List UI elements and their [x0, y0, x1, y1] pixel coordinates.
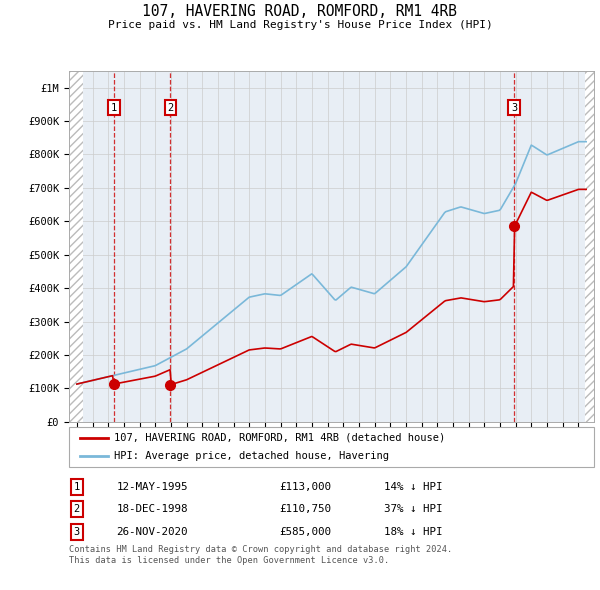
Text: £110,750: £110,750 [279, 504, 331, 514]
Text: 18% ↓ HPI: 18% ↓ HPI [384, 527, 443, 537]
Text: 3: 3 [511, 103, 517, 113]
Text: 12-MAY-1995: 12-MAY-1995 [116, 482, 188, 492]
Text: 18-DEC-1998: 18-DEC-1998 [116, 504, 188, 514]
Text: 107, HAVERING ROAD, ROMFORD, RM1 4RB: 107, HAVERING ROAD, ROMFORD, RM1 4RB [143, 4, 458, 19]
Text: 1: 1 [74, 482, 80, 492]
Text: 2: 2 [74, 504, 80, 514]
FancyBboxPatch shape [69, 427, 594, 467]
Text: 37% ↓ HPI: 37% ↓ HPI [384, 504, 443, 514]
Text: £585,000: £585,000 [279, 527, 331, 537]
Text: 14% ↓ HPI: 14% ↓ HPI [384, 482, 443, 492]
Text: 1: 1 [110, 103, 117, 113]
Text: 26-NOV-2020: 26-NOV-2020 [116, 527, 188, 537]
Text: 3: 3 [74, 527, 80, 537]
Text: £113,000: £113,000 [279, 482, 331, 492]
Text: Price paid vs. HM Land Registry's House Price Index (HPI): Price paid vs. HM Land Registry's House … [107, 20, 493, 30]
Text: Contains HM Land Registry data © Crown copyright and database right 2024.
This d: Contains HM Land Registry data © Crown c… [69, 545, 452, 565]
Text: 107, HAVERING ROAD, ROMFORD, RM1 4RB (detached house): 107, HAVERING ROAD, ROMFORD, RM1 4RB (de… [113, 433, 445, 443]
Text: 2: 2 [167, 103, 173, 113]
Text: HPI: Average price, detached house, Havering: HPI: Average price, detached house, Have… [113, 451, 389, 461]
